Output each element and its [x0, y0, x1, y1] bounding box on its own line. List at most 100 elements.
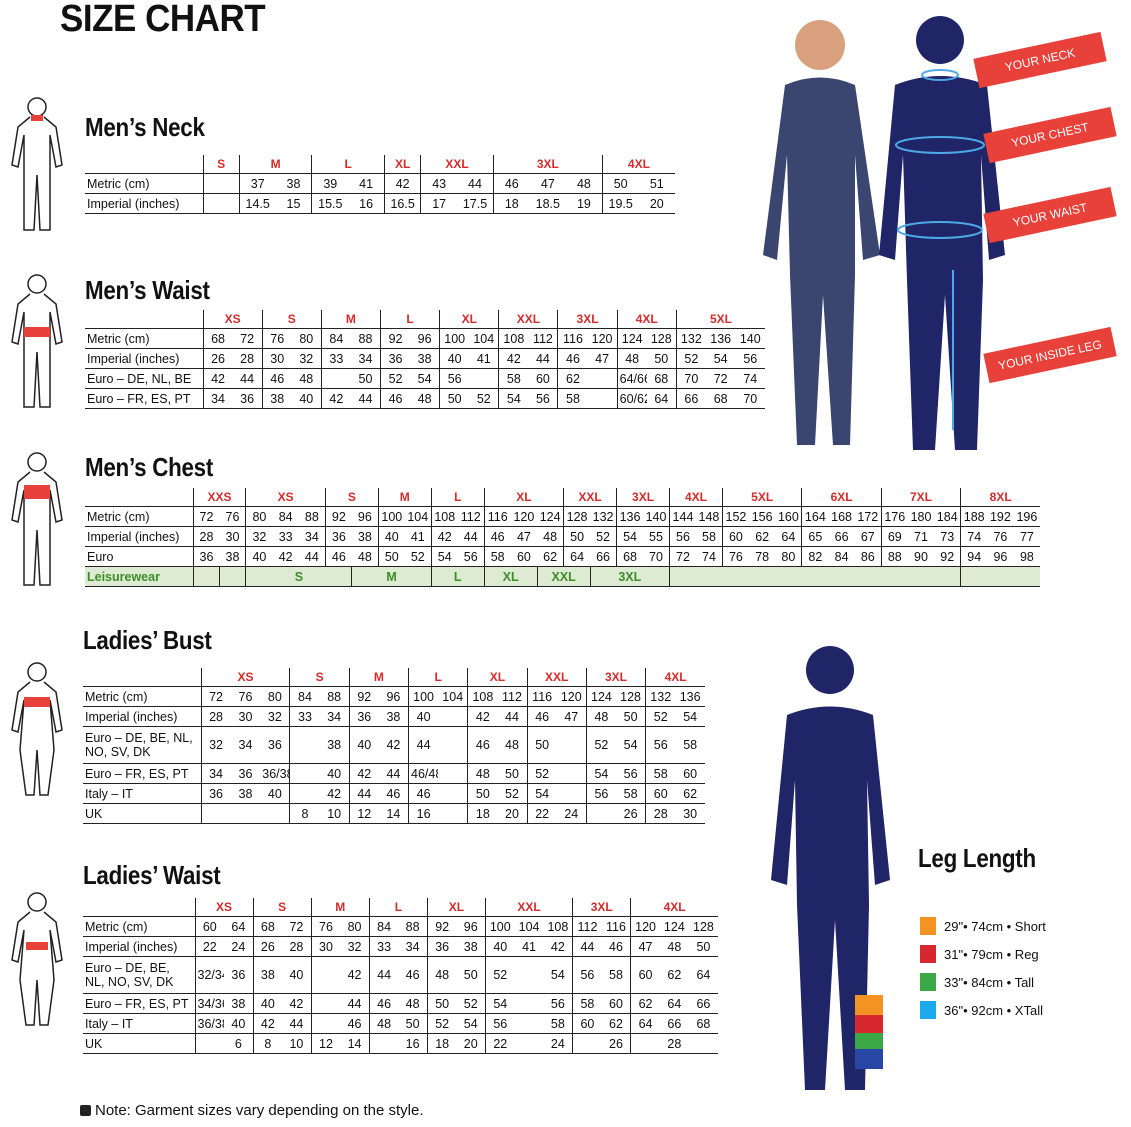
size-value: 104: [514, 916, 544, 937]
table-row: Metric (cm) 72 76 80 84 88 92 96 100 104 108 112 116…: [83, 686, 705, 707]
leisurewear-size: [218, 566, 246, 587]
model-figures: [763, 16, 1005, 450]
size-label: L: [430, 488, 485, 507]
size-value: 128: [563, 506, 591, 527]
size-value: 38: [261, 388, 292, 409]
size-value: 73: [934, 526, 961, 547]
size-value: 84: [828, 546, 855, 567]
row-label: UK: [83, 803, 201, 824]
size-value: 36: [192, 546, 220, 567]
size-value: 42: [340, 956, 370, 994]
size-value: 48: [616, 348, 647, 369]
ladies-waist-title: Ladies’ Waist: [83, 860, 221, 890]
size-value: 14: [340, 1033, 370, 1054]
size-value: 96: [987, 546, 1014, 567]
size-value: 16: [348, 193, 385, 214]
size-label: L: [311, 155, 385, 174]
size-value: 40: [408, 706, 439, 727]
size-value: 15.5: [311, 193, 349, 214]
size-label: M: [348, 668, 409, 687]
size-value: 56: [572, 956, 602, 994]
size-value: 136: [616, 506, 644, 527]
size-value: 120: [587, 328, 618, 349]
leisurewear-size: 3XL: [589, 566, 670, 587]
size-value: 46: [467, 726, 498, 764]
size-value: 50: [456, 956, 486, 994]
size-value: 71: [907, 526, 935, 547]
row-label: Euro – DE, BE, NL, NO, SV, DK: [83, 726, 201, 764]
size-label: S: [202, 155, 240, 174]
size-value: 42: [383, 173, 421, 194]
size-value: [289, 763, 320, 784]
size-value: 50: [616, 706, 646, 727]
size-value: 58: [483, 546, 511, 567]
row-label: Metric (cm): [83, 686, 201, 707]
legend-item: 33"• 84cm • Tall: [920, 968, 1046, 996]
size-value: [438, 803, 468, 824]
size-label: 3XL: [557, 310, 618, 329]
size-value: 40: [260, 783, 290, 804]
size-value: 58: [498, 368, 529, 389]
size-value: 44: [232, 368, 263, 389]
size-value: 164: [801, 506, 829, 527]
leisurewear-size: XXL: [536, 566, 591, 587]
row-label: Euro – DE, NL, BE: [85, 368, 203, 389]
row-label: Metric (cm): [83, 916, 195, 937]
table-row: Metric (cm) 60 64 68 72 76 80 84 88 92 96 100 104 108…: [83, 916, 718, 937]
size-value: 100: [439, 328, 470, 349]
size-value: 36: [348, 706, 379, 727]
legend-label: 31"• 79cm • Reg: [944, 946, 1039, 962]
size-value: 48: [537, 526, 564, 547]
size-value: 46: [340, 1013, 370, 1034]
size-value: 22: [194, 936, 225, 957]
size-value: 84: [368, 916, 399, 937]
size-value: 34: [202, 388, 233, 409]
size-value: 38: [456, 936, 486, 957]
size-value: [572, 1033, 602, 1054]
size-value: 62: [601, 1013, 631, 1034]
size-value: 33: [272, 526, 299, 547]
size-value: 46: [601, 936, 631, 957]
size-value: [469, 368, 499, 389]
size-value: 112: [457, 506, 485, 527]
size-value: 26: [616, 803, 646, 824]
leisurewear-size: XL: [483, 566, 538, 587]
size-value: 60: [645, 783, 676, 804]
size-value: 56: [668, 526, 696, 547]
size-value: 44: [378, 763, 409, 784]
size-header-row: XS S M L XL XXL 3XL 4XL 5XL: [85, 310, 766, 329]
size-value: 56: [735, 348, 766, 369]
size-value: 80: [775, 546, 802, 567]
size-value: 80: [340, 916, 370, 937]
size-value: [514, 1013, 544, 1034]
row-label: Euro – DE, BE, NL, NO, SV, DK: [83, 956, 195, 994]
size-value: 24: [543, 1033, 573, 1054]
size-value: 64: [563, 546, 591, 567]
size-value: 92: [380, 328, 411, 349]
size-value: 80: [245, 506, 273, 527]
size-value: 192: [987, 506, 1014, 527]
size-value: 42: [272, 546, 299, 567]
size-value: 40: [484, 936, 515, 957]
size-label: S: [252, 898, 312, 917]
size-value: 66: [828, 526, 855, 547]
row-label: Imperial (inches): [85, 348, 203, 369]
size-value: 41: [469, 348, 499, 369]
row-label: UK: [83, 1033, 195, 1054]
size-value: [202, 173, 240, 194]
size-value: 50: [467, 783, 498, 804]
size-value: 36: [230, 763, 261, 784]
size-value: 46: [380, 388, 411, 409]
size-value: 62: [537, 546, 564, 567]
size-value: [289, 726, 320, 764]
size-value: 92: [348, 686, 379, 707]
size-value: 28: [282, 936, 312, 957]
size-value: 64: [630, 1013, 660, 1034]
page-title: SIZE CHART: [60, 0, 266, 40]
size-value: [194, 1033, 225, 1054]
size-value: 60: [194, 916, 225, 937]
size-label: XXL: [420, 155, 494, 174]
size-value: 58: [695, 526, 723, 547]
size-value: 60: [572, 1013, 602, 1034]
size-value: 52: [380, 368, 411, 389]
